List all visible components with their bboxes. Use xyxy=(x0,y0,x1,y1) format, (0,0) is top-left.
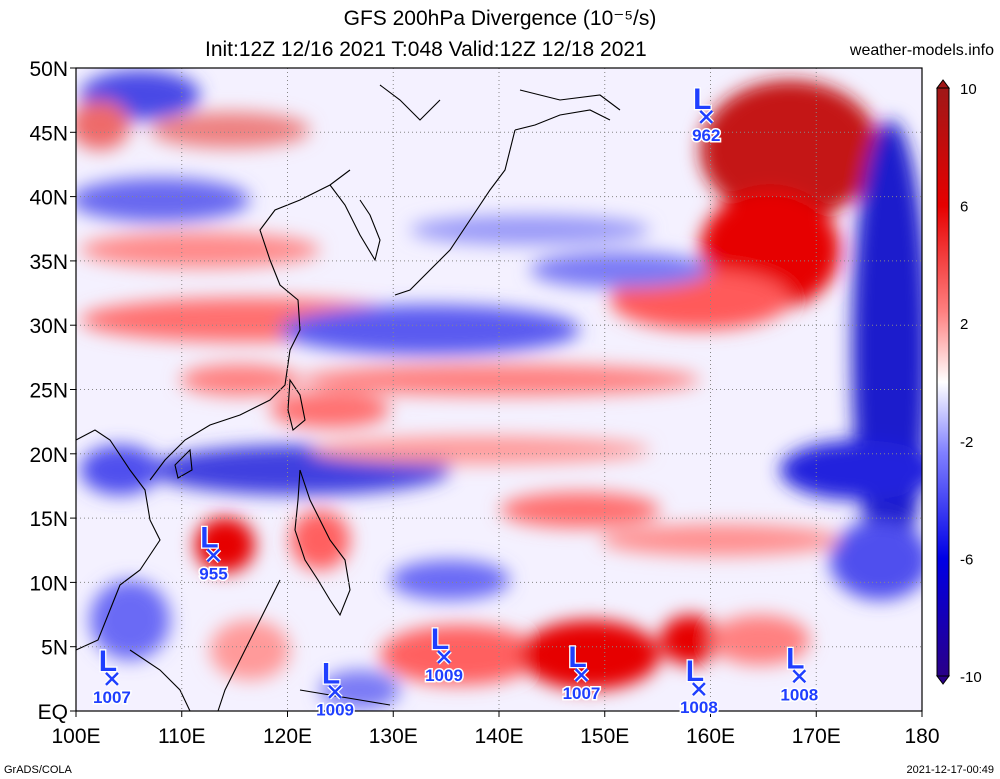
lat-label: 15N xyxy=(29,508,68,531)
low-center-x xyxy=(691,682,706,697)
low-pressure-markers: L 962 L 955 L 1007 L 1009 L 1009 L 1007 L 1008 L 1008 xyxy=(92,82,820,722)
colorbar-top-arrow xyxy=(936,79,950,89)
lon-label: 150E xyxy=(580,725,629,748)
low-center-x xyxy=(574,668,589,682)
low-letter: L xyxy=(686,655,704,688)
colorbar-label: 2 xyxy=(960,316,968,333)
low-marker: L 1008 xyxy=(779,641,820,706)
low-pressure-value: 1007 xyxy=(563,684,601,703)
latitude-labels: 50N 45N 40N 35N 30N 25N 20N 15N 10N 5N EQ xyxy=(29,58,76,724)
low-center-x xyxy=(699,109,714,124)
low-center-x xyxy=(437,650,451,664)
low-pressure-value: 1008 xyxy=(780,685,818,704)
low-pressure-value: 1009 xyxy=(316,701,354,720)
lon-label: 160E xyxy=(686,725,735,748)
low-pressure-value: 1007 xyxy=(93,688,131,707)
low-marker: L 1007 xyxy=(92,644,133,709)
low-center-x xyxy=(328,684,342,699)
low-center-x xyxy=(206,548,221,563)
colorbar: 10 6 2 -2 -6 -10 xyxy=(936,79,982,686)
colorbar-label: -2 xyxy=(960,434,973,451)
colorbar-label: 10 xyxy=(960,81,977,98)
low-pressure-value: 955 xyxy=(199,564,227,583)
low-letter: L xyxy=(568,641,586,674)
lat-label: 25N xyxy=(29,380,68,403)
lat-label: EQ xyxy=(38,701,68,724)
lon-label: 120E xyxy=(263,725,312,748)
low-marker: L 1009 xyxy=(424,622,465,687)
low-center-x xyxy=(105,671,119,686)
chart-title: GFS 200hPa Divergence (10⁻⁵/s) xyxy=(343,7,657,30)
lon-label: 140E xyxy=(474,725,523,748)
coastlines xyxy=(76,84,621,711)
lat-label: 45N xyxy=(29,122,68,145)
lat-label: 10N xyxy=(29,572,68,595)
low-pressure-value: 1008 xyxy=(680,698,718,717)
lat-label: 35N xyxy=(29,251,68,274)
gridlines xyxy=(76,68,922,711)
longitude-labels: 100E 110E 120E 130E 140E 150E 160E 170E 180 xyxy=(51,711,940,748)
low-marker: L 955 xyxy=(198,520,229,585)
colorbar-label: -6 xyxy=(960,551,973,568)
lat-label: 50N xyxy=(29,58,68,81)
low-center-x xyxy=(792,669,807,684)
lon-label: 130E xyxy=(369,725,418,748)
low-marker: L 962 xyxy=(691,82,722,147)
lon-label: 180 xyxy=(904,725,939,748)
colorbar-gradient xyxy=(936,87,950,677)
low-pressure-value: 1009 xyxy=(425,666,463,685)
lat-label: 5N xyxy=(41,637,68,660)
low-marker: L 1008 xyxy=(678,654,719,719)
low-letter: L xyxy=(200,521,218,554)
low-marker: L 1007 xyxy=(561,640,602,705)
low-letter: L xyxy=(693,83,711,116)
lat-label: 20N xyxy=(29,444,68,467)
footer-credit: GrADS/COLA xyxy=(4,764,72,776)
lon-label: 110E xyxy=(158,725,206,748)
lon-label: 100E xyxy=(51,725,100,748)
low-marker: L 1009 xyxy=(315,656,356,721)
colorbar-bottom-arrow xyxy=(936,675,950,685)
lon-label: 170E xyxy=(792,725,841,748)
footer-timestamp: 2021-12-17-00:49 xyxy=(906,764,994,776)
low-pressure-value: 962 xyxy=(692,126,720,145)
lat-label: 40N xyxy=(29,187,68,210)
low-letter: L xyxy=(786,642,804,675)
colorbar-label: 6 xyxy=(960,199,968,216)
lat-label: 30N xyxy=(29,315,68,338)
colorbar-label: -10 xyxy=(960,669,982,686)
low-letter: L xyxy=(322,658,340,691)
site-watermark: weather-models.info xyxy=(849,42,994,59)
low-letter: L xyxy=(99,645,117,678)
chart-subtitle: Init:12Z 12/16 2021 T:048 Valid:12Z 12/1… xyxy=(205,38,647,61)
low-letter: L xyxy=(431,623,449,656)
